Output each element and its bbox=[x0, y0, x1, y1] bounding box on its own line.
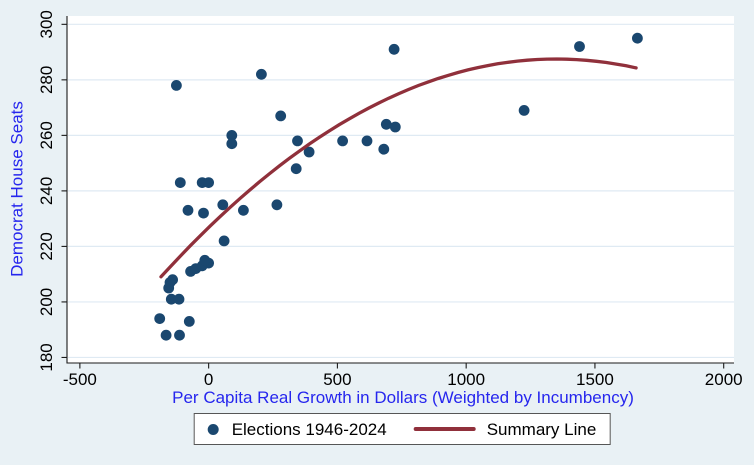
data-point bbox=[256, 68, 267, 80]
y-tick-label: 300 bbox=[37, 10, 56, 38]
data-point bbox=[337, 135, 348, 147]
legend-label-elections: Elections 1946-2024 bbox=[231, 419, 387, 439]
data-point bbox=[378, 143, 390, 155]
x-tick-label: 500 bbox=[323, 370, 351, 389]
y-tick-label: 200 bbox=[37, 288, 56, 316]
data-point bbox=[174, 177, 186, 189]
data-point bbox=[198, 207, 209, 219]
data-point bbox=[290, 163, 302, 175]
plot-area bbox=[67, 16, 734, 363]
y-tick-label: 240 bbox=[37, 177, 56, 205]
data-point bbox=[183, 316, 195, 327]
y-tick-label: 280 bbox=[37, 66, 56, 94]
data-point bbox=[154, 313, 166, 324]
data-point bbox=[361, 135, 373, 147]
data-point bbox=[171, 80, 182, 91]
data-point bbox=[380, 118, 392, 130]
data-point bbox=[165, 293, 177, 305]
data-point bbox=[217, 199, 229, 211]
data-point bbox=[226, 130, 238, 141]
summary-line bbox=[159, 57, 638, 279]
data-point bbox=[389, 121, 401, 133]
legend-label-summary: Summary Line bbox=[486, 419, 597, 439]
data-point bbox=[182, 204, 194, 216]
data-point bbox=[238, 204, 249, 216]
data-point bbox=[203, 177, 215, 189]
data-point bbox=[160, 329, 172, 341]
x-tick-label: -500 bbox=[63, 370, 97, 389]
x-tick-label: 2000 bbox=[705, 370, 743, 389]
x-axis-title: Per Capita Real Growth in Dollars (Weigh… bbox=[172, 388, 634, 407]
y-tick-label: 220 bbox=[37, 232, 56, 260]
data-point bbox=[574, 41, 585, 52]
data-point bbox=[275, 110, 287, 122]
x-tick-label: 1000 bbox=[447, 370, 485, 389]
data-point bbox=[303, 146, 315, 158]
data-point bbox=[173, 293, 185, 305]
y-tick-label: 260 bbox=[37, 121, 56, 149]
y-axis-title: Democrat House Seats bbox=[7, 101, 27, 277]
data-point bbox=[218, 235, 230, 247]
data-point bbox=[226, 138, 238, 150]
data-point bbox=[199, 254, 211, 266]
data-point bbox=[632, 32, 643, 44]
data-point bbox=[292, 135, 303, 147]
summary-line-icon bbox=[413, 427, 476, 431]
data-point bbox=[271, 199, 283, 211]
data-point bbox=[518, 105, 530, 116]
data-point bbox=[174, 329, 185, 341]
data-point bbox=[388, 43, 400, 55]
y-tick-label: 180 bbox=[37, 343, 56, 371]
legend: Elections 1946-2024 Summary Line bbox=[193, 413, 611, 445]
x-tick-label: 1500 bbox=[576, 370, 614, 389]
data-point bbox=[167, 274, 179, 286]
x-tick-label: 0 bbox=[204, 370, 213, 389]
scatter-marker-icon bbox=[207, 423, 219, 435]
